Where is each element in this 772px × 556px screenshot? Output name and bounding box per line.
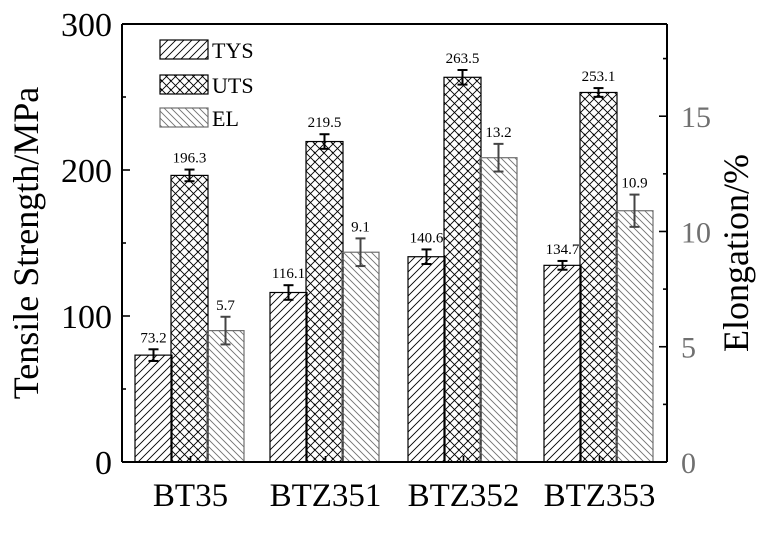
data-label-uts-bt35: 196.3	[173, 151, 207, 167]
data-label-tys-btz353: 134.7	[546, 242, 580, 258]
y-axis-title: Tensile Strength/MPa	[6, 87, 46, 399]
bar-uts-btz353	[579, 91, 618, 463]
data-label-tys-bt35: 73.2	[140, 330, 166, 346]
data-label-uts-btz351: 219.5	[308, 115, 342, 131]
x-tick-label-btz352: BTZ352	[408, 478, 520, 514]
y2-tick-label: 15	[681, 101, 711, 134]
y-tick-label: 300	[61, 7, 112, 44]
data-label-el-bt35: 5.7	[216, 298, 235, 314]
y-tick-label: 0	[95, 445, 112, 482]
bar-uts-btz352	[443, 76, 482, 463]
y2-tick-label: 0	[681, 447, 696, 480]
legend-swatch-tys	[159, 39, 209, 60]
x-tick-label-bt35: BT35	[153, 478, 228, 514]
bar-tys-btz351	[269, 291, 308, 463]
y-tick-label: 100	[61, 299, 112, 336]
bar-uts-bt35	[170, 174, 209, 463]
data-label-el-btz353: 10.9	[621, 176, 647, 192]
labels-layer: 73.2 196.3 5.7 116.1 219.5 9.1 140.6 263.5 13.2 1…	[140, 51, 647, 346]
x-tick-label-btz353: BTZ353	[544, 478, 656, 514]
bar-el-btz352	[479, 157, 518, 463]
legend-label-uts: UTS	[212, 73, 254, 98]
data-label-uts-btz353: 253.1	[582, 69, 616, 85]
y2-tick-label: 5	[681, 332, 696, 365]
y2-tick-label: 10	[681, 216, 711, 249]
bar-uts-btz351	[305, 140, 344, 463]
legend-swatch-uts	[159, 74, 209, 95]
bar-el-btz351	[341, 251, 380, 463]
y-tick-label: 200	[61, 153, 112, 190]
legend-label-el: EL	[212, 106, 239, 131]
data-label-tys-btz352: 140.6	[410, 230, 444, 246]
legend-label-tys: TYS	[212, 38, 254, 63]
bar-el-bt35	[206, 330, 245, 463]
axes-layer: 0 100 200 300 0 5 10 15 BT35 BTZ351 BTZ352 BTZ353 Te…	[6, 7, 756, 514]
bar-el-btz353	[615, 210, 654, 463]
data-label-uts-btz352: 263.5	[446, 51, 480, 67]
data-label-tys-btz351: 116.1	[272, 266, 305, 282]
data-label-el-btz352: 13.2	[485, 125, 511, 141]
data-label-el-btz351: 9.1	[351, 219, 370, 235]
legend-swatch-el	[159, 107, 209, 128]
legend: TYS UTS EL	[159, 38, 254, 131]
x-tick-label-btz351: BTZ351	[270, 478, 382, 514]
bar-tys-btz353	[543, 264, 582, 463]
bars-layer	[134, 68, 654, 463]
y2-axis-title: Elongation/%	[716, 154, 756, 352]
bar-tys-bt35	[134, 354, 173, 463]
bar-tys-btz352	[407, 256, 446, 463]
